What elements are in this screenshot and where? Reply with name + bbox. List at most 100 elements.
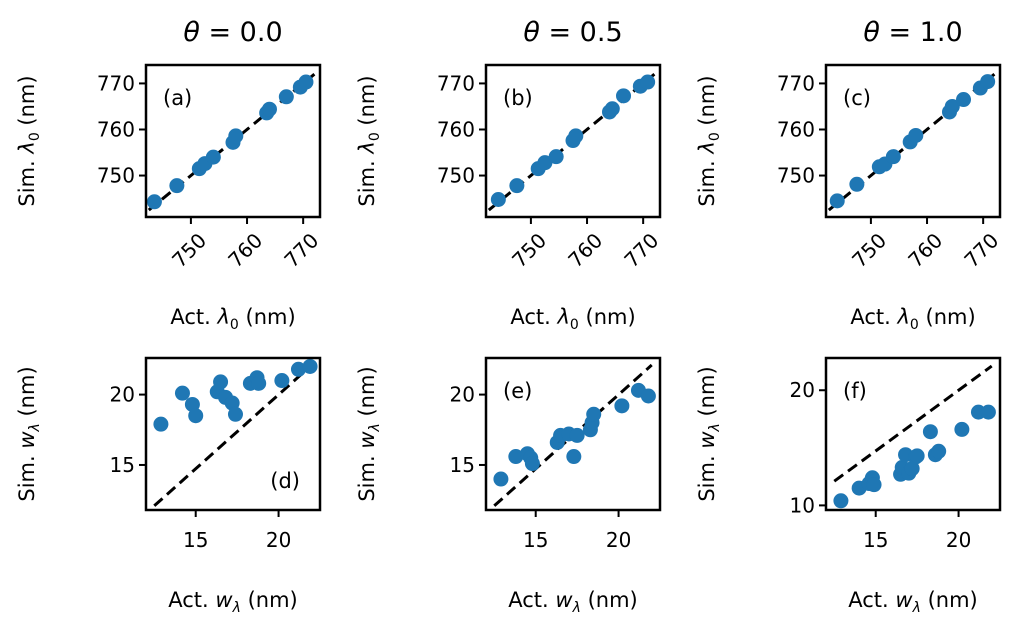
y-tick-label: 750 bbox=[777, 164, 815, 188]
data-point bbox=[205, 149, 221, 165]
subplot-b: 750 760 770 750 760 770 θ = 0.5 (b) Act. λ0 (nm)… bbox=[355, 17, 663, 333]
data-point bbox=[548, 149, 564, 165]
data-point bbox=[866, 477, 882, 493]
x-axis-label: Act. λ0 (nm) bbox=[850, 305, 975, 333]
data-point bbox=[228, 128, 244, 144]
subplot-c: 750 760 770 750 760 770 θ = 1.0 (c) Act. λ0 (nm)… bbox=[695, 17, 1003, 333]
data-point bbox=[944, 98, 960, 114]
x-tick-label: 750 bbox=[507, 228, 551, 272]
data-point bbox=[537, 155, 553, 171]
reference-line bbox=[153, 363, 313, 507]
y-axis-label: Sim. λ0 (nm) bbox=[15, 75, 43, 206]
subplot-a: 750 760 770 750 760 770 θ = 0.0 (a) Act. λ0 (nm)… bbox=[15, 17, 323, 333]
y-axis-label: Sim. λ0 (nm) bbox=[695, 75, 723, 206]
y-tick-label: 770 bbox=[777, 71, 815, 95]
y-axis-label: Sim. wλ (nm) bbox=[15, 366, 43, 501]
data-point bbox=[640, 388, 656, 404]
y-tick-label: 20 bbox=[110, 383, 135, 407]
data-point bbox=[922, 424, 938, 440]
x-axis-label: Act. wλ (nm) bbox=[508, 588, 637, 616]
data-point bbox=[616, 88, 632, 104]
x-axis-label: Act. λ0 (nm) bbox=[170, 305, 295, 333]
data-point bbox=[274, 373, 290, 389]
y-tick-label: 20 bbox=[450, 383, 475, 407]
x-tick-label: 750 bbox=[847, 228, 891, 272]
data-point bbox=[849, 176, 865, 192]
y-axis-label: Sim. λ0 (nm) bbox=[355, 75, 383, 206]
x-axis-label: Act. wλ (nm) bbox=[168, 588, 297, 616]
data-point bbox=[569, 427, 585, 443]
axes-frame bbox=[484, 63, 662, 219]
data-point bbox=[833, 493, 849, 509]
x-tick-label: 20 bbox=[946, 528, 971, 552]
data-point bbox=[509, 178, 525, 194]
x-tick-label: 20 bbox=[606, 528, 631, 552]
y-axis-label: Sim. wλ (nm) bbox=[355, 366, 383, 501]
y-tick-label: 760 bbox=[437, 117, 475, 141]
data-point bbox=[251, 375, 267, 391]
data-point bbox=[640, 74, 656, 90]
x-tick-label: 760 bbox=[903, 228, 947, 272]
panel-label: (e) bbox=[503, 379, 532, 403]
data-point bbox=[298, 74, 314, 90]
y-tick-label: 760 bbox=[97, 117, 135, 141]
y-tick-label: 15 bbox=[110, 453, 135, 477]
data-point bbox=[885, 149, 901, 165]
data-point bbox=[909, 448, 925, 464]
data-point bbox=[302, 358, 318, 374]
data-point bbox=[169, 178, 185, 194]
x-tick-label: 750 bbox=[167, 228, 211, 272]
data-point bbox=[604, 101, 620, 117]
x-tick-label: 760 bbox=[223, 228, 267, 272]
data-point bbox=[227, 406, 243, 422]
data-point bbox=[568, 128, 584, 144]
y-tick-label: 20 bbox=[790, 378, 815, 402]
subplot-title: θ = 0.5 bbox=[523, 17, 622, 48]
x-tick-label: 770 bbox=[279, 228, 323, 272]
y-tick-label: 15 bbox=[450, 453, 475, 477]
data-point bbox=[493, 471, 509, 487]
x-tick-label: 770 bbox=[619, 228, 663, 272]
data-point bbox=[490, 191, 506, 207]
y-tick-label: 750 bbox=[437, 164, 475, 188]
data-point bbox=[524, 456, 540, 472]
data-point bbox=[153, 416, 169, 432]
x-tick-label: 770 bbox=[959, 228, 1003, 272]
data-point bbox=[290, 361, 306, 377]
reference-line bbox=[833, 364, 993, 483]
data-point bbox=[146, 194, 162, 210]
x-tick-label: 15 bbox=[183, 528, 208, 552]
data-point bbox=[261, 101, 277, 117]
data-point bbox=[224, 395, 240, 411]
data-point bbox=[829, 193, 845, 209]
y-tick-label: 770 bbox=[437, 71, 475, 95]
data-point bbox=[174, 385, 190, 401]
axes-frame bbox=[824, 356, 1002, 512]
x-axis-label: Act. wλ (nm) bbox=[848, 588, 977, 616]
y-tick-label: 760 bbox=[777, 117, 815, 141]
data-point bbox=[904, 461, 920, 477]
data-point bbox=[954, 421, 970, 437]
data-point bbox=[566, 449, 582, 465]
axes-frame bbox=[144, 356, 322, 512]
data-point bbox=[931, 443, 947, 459]
data-point bbox=[614, 398, 630, 414]
subplot-d: 15 20 15 20 (d) Act. wλ (nm) Sim. wλ (nm) bbox=[15, 356, 322, 616]
x-tick-label: 760 bbox=[563, 228, 607, 272]
x-tick-label: 20 bbox=[266, 528, 291, 552]
subplot-e: 15 20 15 20 (e) Act. wλ (nm) Sim. wλ (nm) bbox=[355, 356, 662, 616]
data-point bbox=[508, 449, 524, 465]
data-point bbox=[908, 127, 924, 143]
panel-label: (b) bbox=[503, 86, 533, 110]
subplot-f: 15 20 10 20 (f) Act. wλ (nm) Sim. wλ (nm) bbox=[695, 356, 1002, 616]
data-point bbox=[980, 404, 996, 420]
panel-label: (d) bbox=[270, 469, 300, 493]
y-tick-label: 10 bbox=[790, 493, 815, 517]
axes-frame bbox=[144, 63, 322, 219]
data-point bbox=[980, 74, 996, 90]
x-axis-label: Act. λ0 (nm) bbox=[510, 305, 635, 333]
data-point bbox=[586, 406, 602, 422]
data-point bbox=[188, 408, 204, 424]
x-tick-label: 15 bbox=[863, 528, 888, 552]
